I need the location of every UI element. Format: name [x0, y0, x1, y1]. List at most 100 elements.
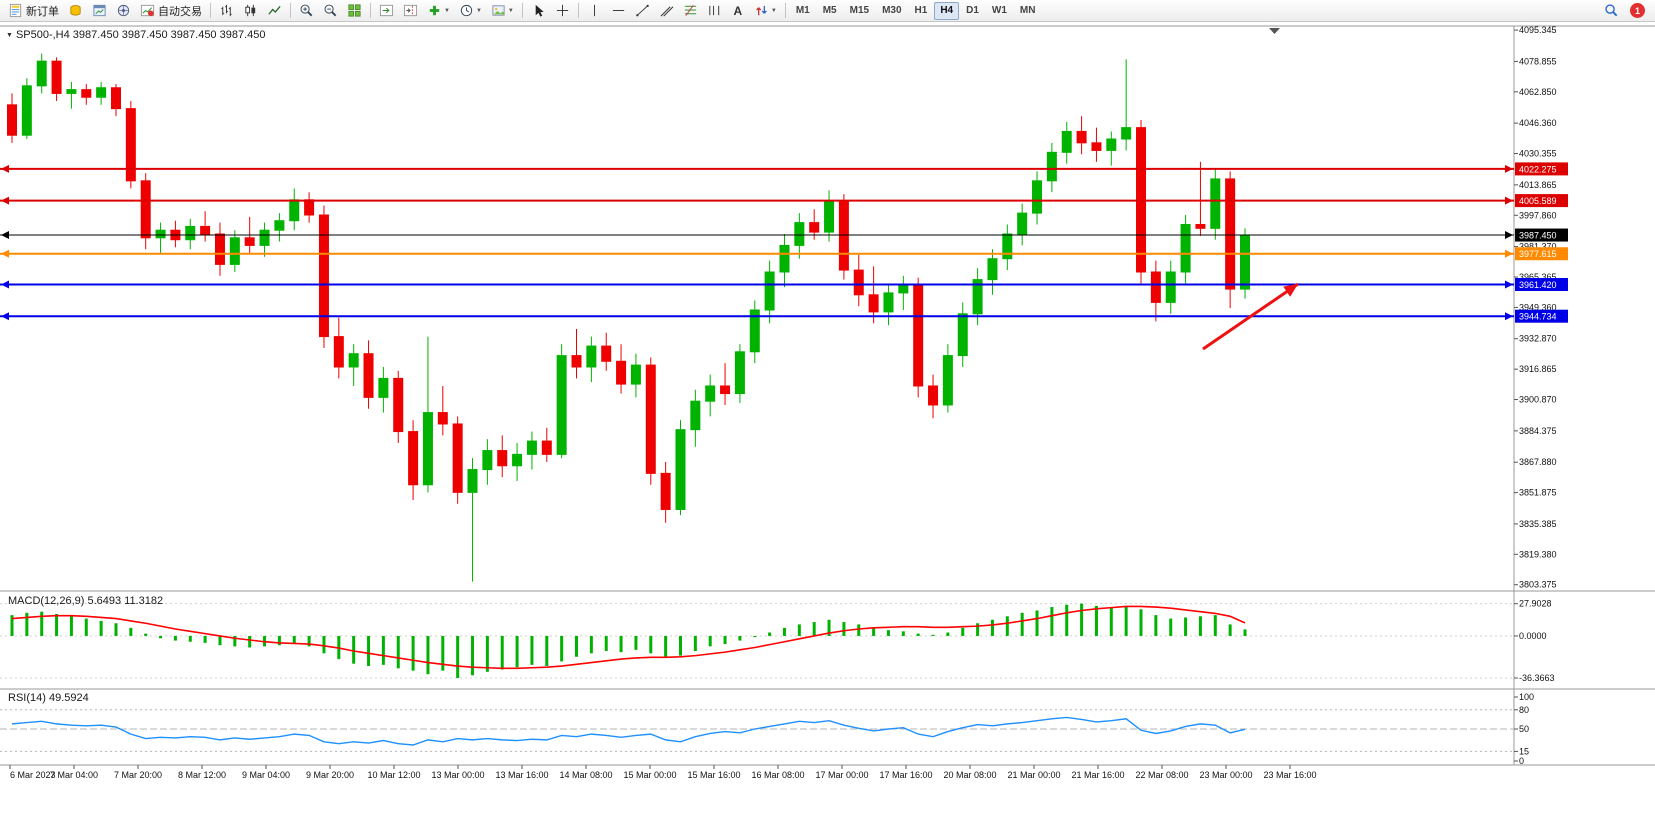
timeframe-d1-button[interactable]: D1	[966, 5, 979, 16]
trendline-icon	[636, 4, 649, 17]
svg-text:3977.615: 3977.615	[1519, 249, 1557, 259]
horizontal-line-tool-button[interactable]	[607, 1, 630, 21]
zoom-in-icon	[300, 4, 313, 17]
vertical-line-icon	[593, 4, 595, 17]
autotrading-label: 自动交易	[158, 5, 202, 18]
svg-text:16 Mar 08:00: 16 Mar 08:00	[751, 770, 804, 780]
horizontal-line-icon	[612, 10, 624, 11]
autotrading-icon	[140, 4, 155, 17]
fibonacci-tool-button[interactable]	[679, 1, 702, 21]
zoom-out-button[interactable]	[319, 1, 342, 21]
channel-tool-button[interactable]	[655, 1, 678, 21]
svg-text:3916.865: 3916.865	[1519, 364, 1557, 374]
svg-text:27.9028: 27.9028	[1519, 599, 1552, 609]
chart-title: ▼ SP500-,H4 3987.450 3987.450 3987.450 39…	[6, 29, 266, 41]
svg-text:3900.870: 3900.870	[1519, 395, 1557, 405]
chart-title-text: SP500-,H4 3987.450 3987.450 3987.450 398…	[15, 29, 266, 41]
collapse-pane-icon[interactable]: ▼	[6, 32, 13, 39]
toolbar-separator	[784, 3, 786, 18]
toolbar-separator	[210, 3, 211, 18]
quotes-icon	[70, 5, 81, 16]
cursor-button[interactable]	[527, 1, 550, 21]
svg-text:20 Mar 08:00: 20 Mar 08:00	[943, 770, 996, 780]
timeframe-w1-button[interactable]: W1	[991, 5, 1007, 16]
svg-text:3867.880: 3867.880	[1519, 457, 1557, 467]
svg-text:4078.855: 4078.855	[1519, 56, 1557, 66]
svg-text:9 Mar 20:00: 9 Mar 20:00	[306, 770, 354, 780]
bar-chart-icon	[221, 4, 232, 17]
indicators-dropdown-caret: ▼	[444, 7, 450, 14]
svg-text:23 Mar 00:00: 23 Mar 00:00	[1199, 770, 1252, 780]
svg-text:0: 0	[1519, 756, 1524, 766]
line-chart-icon	[268, 5, 281, 15]
chart-window-button[interactable]	[88, 1, 111, 21]
templates-icon	[492, 5, 505, 16]
periods-clock-icon	[460, 4, 473, 17]
candlestick-chart-icon	[245, 4, 256, 17]
arrows-tool-button[interactable]: ▼	[750, 1, 781, 21]
svg-text:15 Mar 00:00: 15 Mar 00:00	[623, 770, 676, 780]
svg-text:22 Mar 08:00: 22 Mar 08:00	[1135, 770, 1188, 780]
vertical-line-tool-button[interactable]	[583, 1, 606, 21]
macd-indicator-label: MACD(12,26,9) 5.6493 11.3182	[8, 595, 164, 607]
svg-text:4013.865: 4013.865	[1519, 180, 1557, 190]
svg-text:8 Mar 12:00: 8 Mar 12:00	[178, 770, 226, 780]
tile-windows-button[interactable]	[343, 1, 366, 21]
svg-text:21 Mar 16:00: 21 Mar 16:00	[1071, 770, 1124, 780]
trendline-tool-button[interactable]	[631, 1, 654, 21]
svg-text:3987.450: 3987.450	[1519, 231, 1557, 241]
navigator-button[interactable]	[112, 1, 135, 21]
bar-chart-button[interactable]	[215, 1, 238, 21]
toolbar-separator	[577, 3, 579, 18]
svg-text:3835.385: 3835.385	[1519, 519, 1557, 529]
svg-text:3965.365: 3965.365	[1519, 272, 1557, 282]
periods-button[interactable]: ▼	[455, 1, 486, 21]
periods-dropdown-caret: ▼	[475, 7, 482, 14]
timeframe-m30-button[interactable]: M30	[882, 5, 902, 16]
zoom-out-icon	[324, 4, 337, 17]
channel-icon	[660, 6, 674, 17]
crosshair-icon	[556, 4, 568, 17]
chart-shift-button[interactable]	[399, 1, 422, 21]
timeframe-h4-button[interactable]: H4	[934, 1, 960, 20]
templates-button[interactable]: ▼	[487, 1, 518, 21]
candlestick-chart-button[interactable]	[239, 1, 262, 21]
new-order-label: 新订单	[26, 5, 59, 18]
timeframe-m15-button[interactable]: M15	[849, 5, 870, 16]
cursor-icon	[535, 4, 544, 17]
svg-text:23 Mar 16:00: 23 Mar 16:00	[1263, 770, 1316, 780]
tile-windows-icon	[348, 4, 361, 17]
chart-shift-icon	[403, 4, 418, 17]
notification-badge[interactable]: 1	[1630, 3, 1645, 18]
svg-text:3884.375: 3884.375	[1519, 426, 1557, 436]
text-tool-button[interactable]: A	[733, 3, 743, 18]
svg-text:4062.850: 4062.850	[1519, 87, 1557, 97]
cycle-lines-icon	[709, 5, 720, 16]
new-order-button[interactable]: 新订单	[4, 1, 63, 21]
svg-text:-36.3663: -36.3663	[1519, 673, 1555, 683]
svg-text:10 Mar 12:00: 10 Mar 12:00	[367, 770, 420, 780]
autotrading-button[interactable]: 自动交易	[136, 1, 206, 21]
timeframe-h1-button[interactable]: H1	[914, 5, 928, 16]
svg-text:0.0000: 0.0000	[1519, 631, 1547, 641]
quotes-button[interactable]	[64, 1, 87, 21]
svg-text:3803.375: 3803.375	[1519, 580, 1557, 590]
timeframe-m1-button[interactable]: M1	[795, 5, 810, 16]
cycle-lines-tool-button[interactable]	[703, 1, 726, 21]
auto-scroll-button[interactable]	[375, 1, 398, 21]
svg-text:3851.875: 3851.875	[1519, 488, 1557, 498]
zoom-in-button[interactable]	[295, 1, 318, 21]
search-button[interactable]	[1600, 1, 1623, 21]
svg-text:50: 50	[1519, 724, 1529, 734]
svg-text:4022.275: 4022.275	[1519, 164, 1557, 174]
crosshair-button[interactable]	[551, 1, 574, 21]
timeframe-mn-button[interactable]: MN	[1019, 5, 1036, 16]
svg-text:13 Mar 16:00: 13 Mar 16:00	[495, 770, 548, 780]
line-chart-button[interactable]	[263, 1, 286, 21]
timeframe-m5-button[interactable]: M5	[822, 5, 837, 16]
notification-count: 1	[1634, 5, 1640, 16]
svg-text:3981.370: 3981.370	[1519, 242, 1557, 252]
chart-window-icon	[93, 4, 106, 17]
indicators-button[interactable]: ▼	[423, 1, 454, 21]
